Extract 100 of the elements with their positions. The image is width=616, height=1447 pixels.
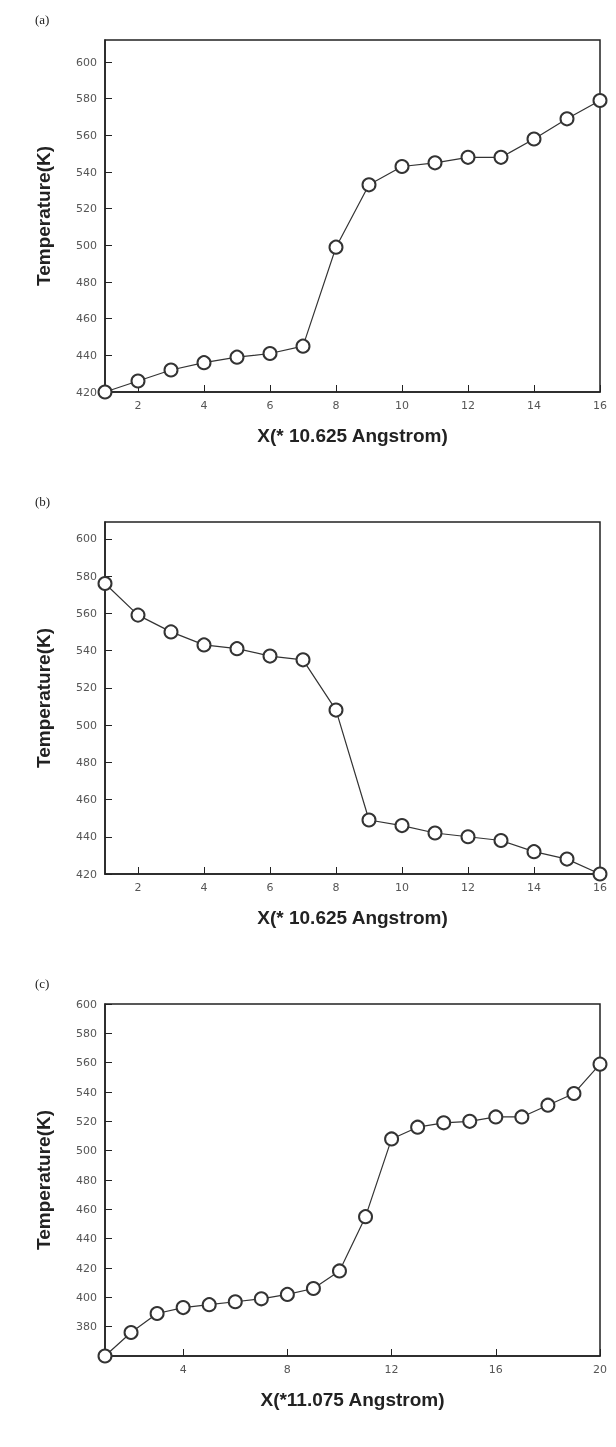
y-tick-label: 480 (76, 275, 97, 289)
x-tick-label: 2 (134, 399, 142, 412)
y-tick-label: 600 (76, 532, 97, 546)
point (328, 239, 344, 255)
point (196, 355, 212, 371)
y-tick-label: 560 (76, 606, 97, 620)
y-tick-label: 460 (76, 312, 97, 326)
y-tick-label: 520 (76, 202, 97, 216)
y-tick-label: 560 (76, 1056, 97, 1070)
point (559, 111, 575, 127)
y-tick-label: 500 (76, 718, 97, 732)
point (526, 844, 542, 860)
x-tick-label: 6 (266, 881, 274, 894)
y-tick-label: 580 (76, 92, 97, 106)
point (540, 1097, 556, 1113)
point (130, 373, 146, 389)
x-tick-label: 16 (593, 881, 607, 894)
point (526, 131, 542, 147)
y-tick-label: 440 (76, 1232, 97, 1246)
point (163, 362, 179, 378)
point (201, 1297, 217, 1313)
point (566, 1085, 582, 1101)
point (328, 702, 344, 718)
y-tick-label: 500 (76, 238, 97, 252)
point (253, 1291, 269, 1307)
point (305, 1281, 321, 1297)
point (262, 346, 278, 361)
point (279, 1286, 295, 1302)
point (462, 1113, 478, 1129)
x-tick-label: 8 (283, 1363, 291, 1376)
y-tick-label: 540 (76, 644, 97, 658)
x-tick-label: 8 (332, 399, 340, 412)
y-tick-label: 480 (76, 1173, 97, 1187)
x-tick-label: 6 (266, 399, 274, 412)
x-tick-label: 2 (134, 881, 142, 894)
point (229, 349, 245, 365)
point (97, 384, 113, 400)
x-tick-label: 4 (200, 881, 208, 894)
x-tick-label: 16 (593, 399, 607, 412)
point (592, 1056, 608, 1072)
point (163, 624, 179, 640)
y-tick-label: 480 (76, 755, 97, 769)
y-tick-label: 440 (76, 348, 97, 362)
y-tick-label: 420 (76, 867, 97, 881)
point (410, 1119, 426, 1135)
point (295, 338, 311, 354)
y-tick-label: 520 (76, 1114, 97, 1128)
point (514, 1109, 530, 1125)
point (436, 1115, 452, 1131)
y-axis-title: Temperature(K) (33, 1109, 54, 1251)
y-tick-label: 400 (76, 1290, 97, 1304)
point (592, 93, 608, 108)
point (229, 641, 245, 657)
point (394, 159, 410, 174)
point (394, 818, 410, 834)
point (331, 1263, 347, 1279)
x-axis-title: X(*11.075 Angstrom) (260, 1389, 445, 1410)
point (149, 1305, 165, 1321)
point (592, 866, 608, 882)
chart-title: (b) (35, 494, 51, 509)
y-tick-label: 420 (76, 385, 97, 399)
y-tick-label: 460 (76, 1202, 97, 1216)
point (460, 149, 476, 165)
point (196, 637, 212, 653)
y-axis-title: Temperature(K) (33, 627, 54, 769)
y-tick-label: 540 (76, 1085, 97, 1099)
y-tick-label: 520 (76, 681, 97, 695)
point (427, 825, 443, 841)
x-tick-label: 16 (488, 1363, 503, 1376)
y-axis-title: Temperature(K) (33, 145, 54, 287)
x-tick-label: 12 (384, 1363, 399, 1376)
point (97, 575, 113, 591)
point (493, 149, 509, 165)
point (427, 155, 443, 171)
point (460, 829, 476, 845)
x-axis-title: X(* 10.625 Angstrom) (257, 907, 448, 928)
y-tick-label: 600 (76, 997, 97, 1011)
point (175, 1300, 191, 1316)
x-tick-label: 14 (527, 881, 541, 894)
x-tick-label: 4 (179, 1363, 187, 1376)
point (361, 177, 377, 193)
x-tick-label: 8 (332, 881, 340, 894)
y-tick-label: 420 (76, 1261, 97, 1275)
y-tick-label: 540 (76, 165, 97, 179)
x-tick-label: 12 (461, 881, 475, 894)
point (97, 1348, 113, 1364)
x-tick-label: 12 (461, 399, 475, 412)
point (262, 648, 278, 664)
chart-title: (c) (35, 976, 50, 991)
x-tick-label: 4 (200, 399, 208, 412)
x-tick-label: 14 (527, 399, 541, 412)
point (488, 1109, 504, 1125)
point (361, 812, 377, 828)
x-tick-label: 20 (593, 1363, 607, 1376)
y-tick-label: 500 (76, 1144, 97, 1158)
y-tick-label: 560 (76, 128, 97, 142)
point (130, 607, 146, 623)
y-tick-label: 600 (76, 55, 97, 69)
y-tick-label: 380 (76, 1320, 97, 1334)
point (358, 1209, 374, 1225)
